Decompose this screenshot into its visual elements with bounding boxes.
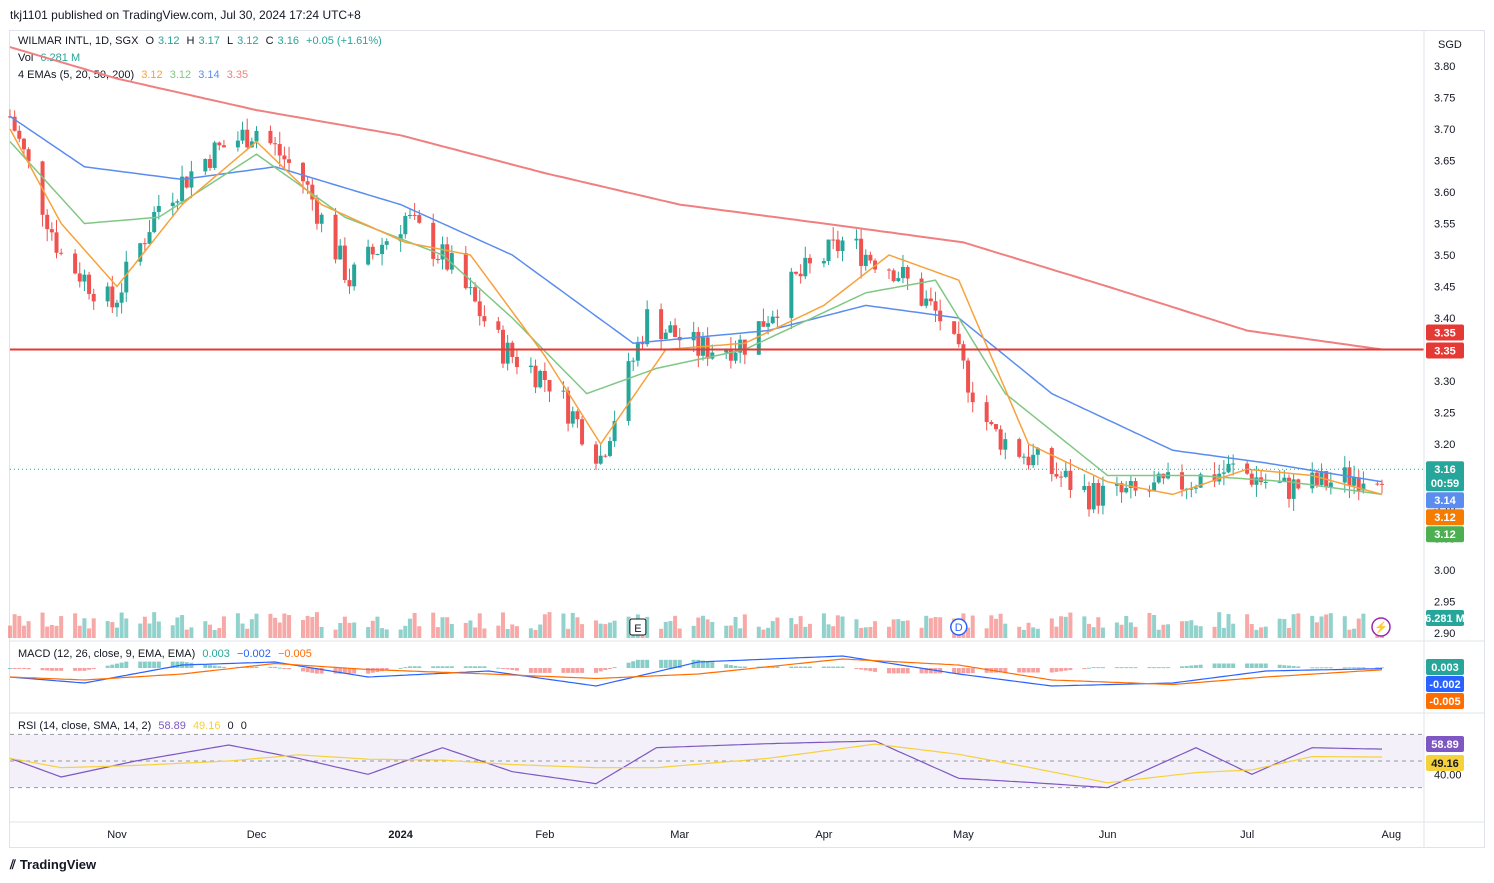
tradingview-logo-icon: ⫽	[10, 857, 16, 872]
macd-line-value: −0.002	[236, 648, 271, 660]
macd-hist-value: 0.003	[202, 648, 230, 660]
ohlc-change: +0.05 (+1.61%)	[306, 35, 382, 47]
macd-signal-value: −0.005	[277, 648, 312, 660]
ema200-value: 3.35	[226, 69, 249, 81]
ema5-value: 3.12	[141, 69, 163, 81]
ohlc-close: C 3.16	[265, 35, 299, 47]
volume-value: 6.281 M	[40, 52, 81, 64]
ema50-value: 3.14	[198, 69, 220, 81]
ema20-value: 3.12	[169, 69, 192, 81]
volume-label: Vol	[18, 52, 34, 64]
ohlc-high: H 3.17	[186, 35, 220, 47]
ema-legend[interactable]: 4 EMAs (5, 20, 50, 200) 3.12 3.12 3.14 3…	[18, 69, 252, 81]
rsi-upper: 0	[227, 720, 234, 732]
macd-legend[interactable]: MACD (12, 26, close, 9, EMA, EMA) 0.003 …	[18, 648, 316, 660]
rsi-label: RSI (14, close, SMA, 14, 2)	[18, 720, 152, 732]
rsi-value: 58.89	[158, 720, 186, 732]
macd-label: MACD (12, 26, close, 9, EMA, EMA)	[18, 648, 196, 660]
symbol-name[interactable]: WILMAR INTL, 1D, SGX	[18, 35, 139, 47]
rsi-lower: 0	[240, 720, 247, 732]
ohlc-low: L 3.12	[226, 35, 259, 47]
rsi-legend[interactable]: RSI (14, close, SMA, 14, 2) 58.89 49.16 …	[18, 720, 251, 732]
symbol-legend[interactable]: WILMAR INTL, 1D, SGX O 3.12 H 3.17 L 3.12 C…	[18, 35, 386, 47]
ohlc-open: O 3.12	[145, 35, 180, 47]
published-header: tkj1101 published on TradingView.com, Ju…	[10, 8, 361, 22]
ema-label: 4 EMAs (5, 20, 50, 200)	[18, 69, 135, 81]
rsi-ma-value: 49.16	[192, 720, 221, 732]
volume-legend[interactable]: Vol 6.281 M	[18, 52, 84, 64]
tradingview-footer[interactable]: ⫽ TradingView	[10, 857, 97, 872]
